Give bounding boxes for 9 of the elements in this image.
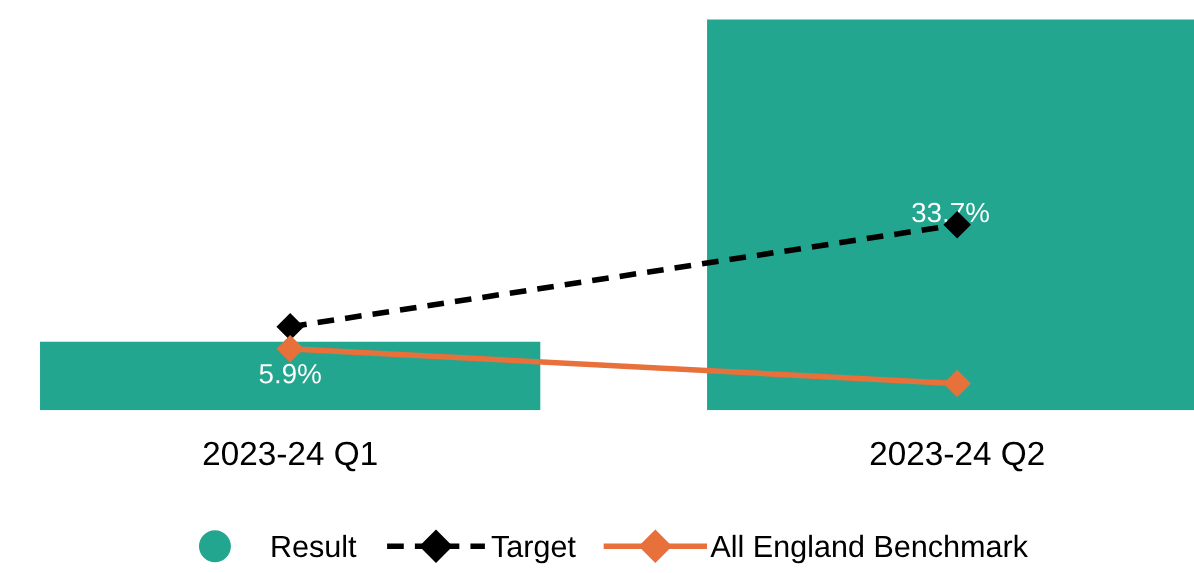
legend-label: Result	[272, 534, 357, 558]
x-tick-label: 2023-24 Q2	[870, 441, 1044, 472]
legend-label: Target	[491, 535, 576, 564]
point	[276, 335, 304, 363]
legend-label: All England Benchmark	[710, 534, 1028, 564]
point	[943, 370, 971, 398]
data-label: 5.9%	[259, 363, 321, 384]
point	[276, 313, 304, 341]
x-tick-label: 2023-24 Q1	[203, 441, 377, 472]
